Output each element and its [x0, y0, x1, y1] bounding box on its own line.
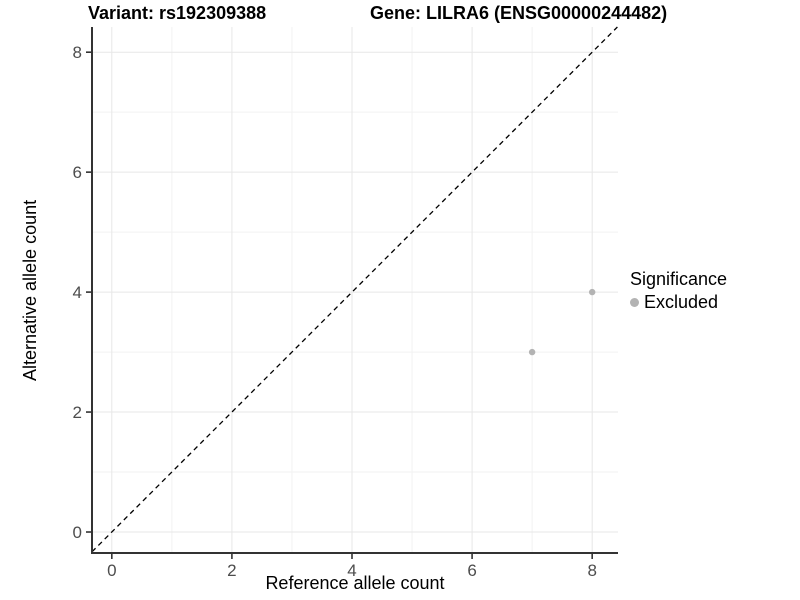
y-tick-label: 0	[73, 523, 82, 542]
legend-title: Significance	[630, 269, 728, 289]
x-tick-label: 0	[107, 561, 116, 580]
y-tick-label: 4	[73, 283, 82, 302]
x-tick-label: 8	[587, 561, 596, 580]
circle-icon	[630, 297, 639, 307]
legend-item-label: Excluded	[644, 292, 719, 312]
legend: Significance Excluded	[630, 269, 727, 312]
identity-reference-line	[91, 26, 618, 553]
legend-item: Excluded	[630, 292, 727, 312]
legend-items: Excluded	[630, 292, 727, 312]
data-point	[588, 288, 596, 296]
y-tick-label: 6	[73, 163, 82, 182]
y-axis-title: Alternative allele count	[20, 199, 40, 381]
x-tick-label: 6	[467, 561, 476, 580]
gene-title: Gene: LILRA6 (ENSG00000244482)	[370, 3, 668, 23]
x-tick-label: 4	[347, 561, 356, 580]
y-tick-label: 8	[73, 43, 82, 62]
data-point	[528, 348, 536, 356]
x-tick-label: 2	[227, 561, 236, 580]
x-axis-title: Reference allele count	[265, 573, 445, 593]
y-tick-label: 2	[73, 403, 82, 422]
variant-title: Variant: rs192309388	[88, 3, 267, 23]
